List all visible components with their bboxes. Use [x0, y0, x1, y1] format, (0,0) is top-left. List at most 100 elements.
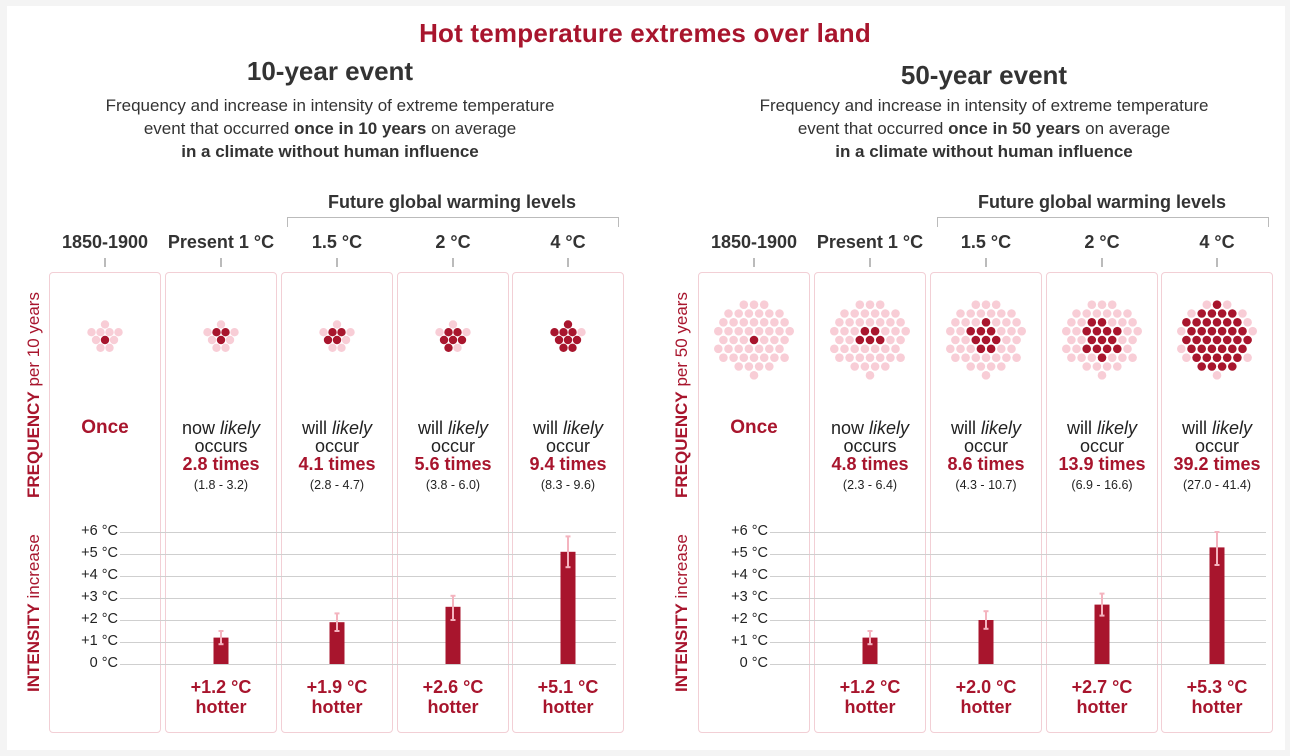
event-dot-occurring: [749, 335, 759, 345]
event-dot-occurring: [444, 328, 453, 337]
heading-tick: [452, 258, 454, 267]
gridline: [770, 554, 1266, 555]
frequency-likely: likely: [562, 418, 603, 438]
heading-tick: [985, 258, 987, 267]
description-emphasis: in a climate without human influence: [181, 142, 479, 161]
intensity-value: +5.3 °C: [1186, 677, 1248, 697]
event-dot-baseline: [724, 309, 733, 318]
intensity-label-rest: increase: [672, 534, 691, 604]
frequency-likely: likely: [980, 418, 1021, 438]
intensity-value-label: +1.2 °C hotter: [165, 677, 277, 717]
event-dot-baseline: [770, 353, 779, 362]
event-dot-baseline: [775, 309, 784, 318]
event-dot-baseline: [997, 309, 1006, 318]
event-dot-baseline: [785, 326, 794, 336]
event-dot-occurring: [1212, 353, 1222, 362]
event-dot-baseline: [1128, 318, 1137, 327]
intensity-axis-label: INTENSITY increase: [24, 534, 44, 692]
event-dot-baseline: [749, 300, 759, 309]
y-tick-label: +6 °C: [731, 523, 768, 539]
intensity-label-bold: INTENSITY: [24, 603, 43, 692]
event-dot-baseline: [1128, 353, 1137, 362]
intensity-bar-group: [329, 612, 345, 664]
event-dot-baseline: [225, 335, 235, 345]
intensity-value-label: +5.3 °C hotter: [1161, 677, 1273, 717]
event-dot-baseline: [1092, 309, 1102, 318]
frequency-range: (3.8 - 6.0): [425, 478, 481, 492]
frequency-range: (2.3 - 6.4): [842, 478, 898, 492]
event-dot-baseline: [780, 318, 789, 327]
event-dot-baseline: [875, 353, 885, 362]
event-dot-baseline: [1072, 326, 1081, 336]
frequency-label-bold: FREQUENCY: [24, 391, 43, 498]
event-dot-baseline: [1072, 344, 1081, 354]
future-warming-label: Future global warming levels: [327, 192, 577, 212]
event-dot-baseline: [1177, 344, 1186, 354]
event-dot-baseline: [729, 353, 738, 362]
event-dot-occurring: [976, 344, 986, 354]
event-dot-occurring: [1187, 326, 1196, 336]
intensity-hotter-word: hotter: [1191, 697, 1243, 717]
event-dot-occurring: [559, 328, 568, 337]
event-dot-baseline: [724, 344, 733, 354]
event-dot-occurring: [328, 328, 337, 337]
column-heading: Present 1 °C: [816, 232, 924, 252]
gridline: [120, 642, 616, 643]
frequency-occur: occur: [1194, 436, 1239, 456]
event-dot-occurring: [1087, 318, 1097, 327]
gridline: [770, 598, 1266, 599]
event-dot-baseline: [840, 309, 849, 318]
column-heading: 4 °C: [550, 232, 586, 252]
event-dot-baseline: [976, 362, 986, 371]
event-dot-baseline: [212, 343, 221, 352]
frequency-verb: now: [181, 418, 220, 438]
event-dot-baseline: [855, 318, 865, 327]
intensity-axis-label: INTENSITY increase: [672, 534, 692, 692]
event-dot-baseline: [1002, 353, 1011, 362]
event-dot-occurring: [1107, 335, 1117, 345]
frequency-text: will likely occur 4.1 times (2.8 - 4.7): [281, 419, 393, 494]
event-dot-baseline: [886, 318, 895, 327]
event-dot-baseline: [739, 300, 749, 309]
frequency-dot-grid: [830, 300, 910, 380]
event-dot-baseline: [850, 362, 859, 371]
event-dot-baseline: [881, 326, 890, 336]
event-dot-baseline: [891, 326, 900, 336]
frequency-likelihood: will likely: [1046, 419, 1158, 437]
frequency-occur: occurs: [194, 436, 248, 456]
gridline: [770, 532, 1266, 533]
event-dot-baseline: [230, 328, 239, 337]
frequency-text: now likely occurs 4.8 times (2.3 - 6.4): [814, 419, 926, 494]
event-dot-baseline: [1182, 353, 1191, 362]
event-dot-baseline: [860, 344, 870, 354]
intensity-hotter-word: hotter: [542, 697, 594, 717]
event-dot-baseline: [770, 335, 779, 345]
event-dot-occurring: [971, 335, 981, 345]
event-dot-baseline: [991, 318, 1001, 327]
event-dot-baseline: [1067, 353, 1076, 362]
event-dot-occurring: [559, 343, 568, 352]
event-dot-baseline: [1128, 335, 1137, 345]
frequency-range: (27.0 - 41.4): [1182, 478, 1252, 492]
frequency-times: 4.1 times: [298, 454, 376, 474]
frequency-likelihood: will likely: [930, 419, 1042, 437]
event-dot-baseline: [1012, 353, 1021, 362]
event-dot-baseline: [96, 328, 105, 337]
event-dot-baseline: [739, 335, 749, 345]
event-dot-baseline: [207, 335, 217, 345]
description-emphasis: in a climate without human influence: [835, 142, 1133, 161]
column-box: [49, 272, 161, 733]
y-tick-label: +5 °C: [731, 545, 768, 561]
frequency-range: (4.3 - 10.7): [955, 478, 1017, 492]
event-dot-baseline: [986, 362, 996, 371]
event-dot-occurring: [563, 320, 573, 329]
gridline: [120, 598, 616, 599]
intensity-value-label: +2.7 °C hotter: [1046, 677, 1158, 717]
event-dot-baseline: [1202, 300, 1212, 309]
event-dot-baseline: [1243, 318, 1252, 327]
frequency-dot-grid: [714, 300, 794, 380]
y-tick-label: +1 °C: [731, 633, 768, 649]
event-dot-baseline: [719, 318, 728, 327]
intensity-hotter-word: hotter: [960, 697, 1012, 717]
event-dot-occurring: [991, 335, 1001, 345]
